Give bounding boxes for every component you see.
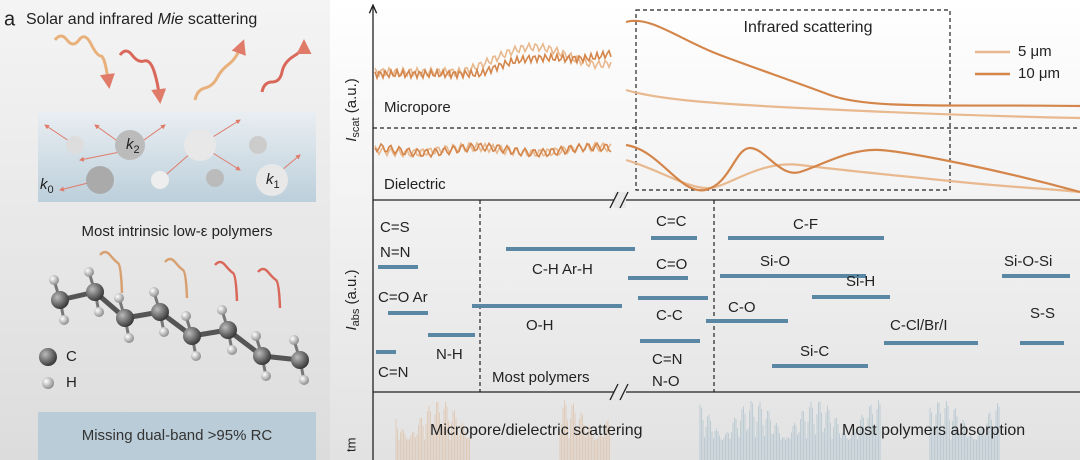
footer-text: Missing dual-band >95% RC bbox=[82, 427, 273, 444]
wavy-arrows bbox=[53, 34, 312, 309]
bond-label: Si-O bbox=[760, 253, 790, 270]
carbon-icon bbox=[39, 348, 57, 366]
carbon bbox=[291, 351, 309, 369]
bond-label: Si-H bbox=[846, 273, 875, 290]
bond-label: C=C bbox=[656, 213, 687, 230]
region-label: Micropore bbox=[384, 99, 451, 116]
carbon bbox=[116, 309, 134, 327]
cut-label: tm bbox=[343, 438, 358, 452]
carbon bbox=[183, 327, 201, 345]
absorption-bands: C=S N=N C=O Ar N-H C=N C-H Ar-H O-H C=C C=O C-C C=… bbox=[376, 213, 1070, 390]
bond-label: C-H Ar-H bbox=[532, 261, 593, 278]
bond-label: C-O bbox=[728, 299, 756, 316]
bond-label: C-F bbox=[793, 216, 818, 233]
hydrogen bbox=[191, 351, 201, 361]
carbon bbox=[86, 283, 104, 301]
bond-label: Si-O-Si bbox=[1004, 253, 1052, 270]
molecule bbox=[49, 267, 309, 385]
panel-label: a bbox=[4, 8, 16, 30]
hydrogen bbox=[49, 275, 59, 285]
y-axis-label: Iabs (a.u.) bbox=[343, 269, 362, 330]
spectrum bbox=[699, 400, 881, 460]
spectra bbox=[374, 19, 1080, 194]
atom-label: H bbox=[66, 374, 77, 391]
legend-label: 10 μm bbox=[1018, 65, 1060, 82]
footer-box bbox=[38, 412, 316, 460]
spectrum bbox=[374, 41, 612, 78]
y-axis-label: Iscat (a.u.) bbox=[343, 78, 362, 142]
left-title: Solar and infrared Mie scattering bbox=[26, 11, 257, 28]
hydrogen bbox=[59, 315, 69, 325]
spectrum bbox=[559, 400, 610, 460]
hydrogen bbox=[159, 327, 169, 337]
hydrogen bbox=[251, 331, 261, 341]
right-background bbox=[330, 0, 1080, 460]
bond-label: C=O bbox=[656, 256, 687, 273]
spectrum bbox=[374, 141, 612, 159]
spectrum bbox=[929, 400, 1000, 460]
carbon bbox=[51, 291, 69, 309]
hydrogen bbox=[299, 375, 309, 385]
carbon bbox=[253, 347, 271, 365]
hydrogen bbox=[94, 307, 104, 317]
axis-breaks bbox=[609, 191, 629, 401]
legend-label: 5 μm bbox=[1018, 43, 1052, 60]
spectra-bottom bbox=[395, 400, 1000, 460]
hydrogen-icon bbox=[42, 377, 54, 389]
hydrogen bbox=[84, 267, 94, 277]
wavevector: k0 bbox=[40, 176, 54, 196]
hydrogen bbox=[289, 335, 299, 345]
hydrogen bbox=[149, 287, 159, 297]
bond-label: C=S bbox=[380, 219, 410, 236]
infrared-box bbox=[635, 9, 951, 191]
bond-label: N=N bbox=[380, 244, 410, 261]
wavevector: k1 bbox=[266, 171, 280, 191]
atom-label: C bbox=[66, 348, 77, 365]
region-label: Dielectric bbox=[384, 176, 446, 193]
bottom-label: Most polymers absorption bbox=[842, 422, 1025, 439]
bond-label: C-Cl/Br/I bbox=[890, 317, 948, 334]
bond-label: N-O bbox=[652, 373, 680, 390]
spectrum bbox=[395, 401, 470, 460]
bond-label: O-H bbox=[526, 317, 554, 334]
bottom-label: Micropore/dielectric scattering bbox=[430, 422, 643, 439]
hydrogen bbox=[114, 293, 124, 303]
hydrogen bbox=[227, 345, 237, 355]
bond-label: C=O Ar bbox=[378, 289, 428, 306]
hydrogen bbox=[261, 371, 271, 381]
bond-label: N-H bbox=[436, 346, 463, 363]
box-title: Infrared scattering bbox=[744, 19, 873, 36]
bond-label: C-C bbox=[656, 307, 683, 324]
bond-label: C=N bbox=[378, 364, 408, 381]
wavevector: k2 bbox=[126, 136, 140, 156]
polymers-caption: Most intrinsic low-ε polymers bbox=[82, 223, 273, 240]
scatterers bbox=[66, 129, 288, 196]
left-background bbox=[0, 0, 330, 460]
bond-label: Si-C bbox=[800, 343, 829, 360]
region-label: Most polymers bbox=[492, 369, 590, 386]
bond-label: C=N bbox=[652, 351, 682, 368]
spectrum bbox=[374, 48, 612, 81]
carbon bbox=[219, 321, 237, 339]
bond-label: S-S bbox=[1030, 305, 1055, 322]
hydrogen bbox=[124, 333, 134, 343]
hydrogen bbox=[217, 305, 227, 315]
carbon bbox=[151, 303, 169, 321]
hydrogen bbox=[181, 311, 191, 321]
